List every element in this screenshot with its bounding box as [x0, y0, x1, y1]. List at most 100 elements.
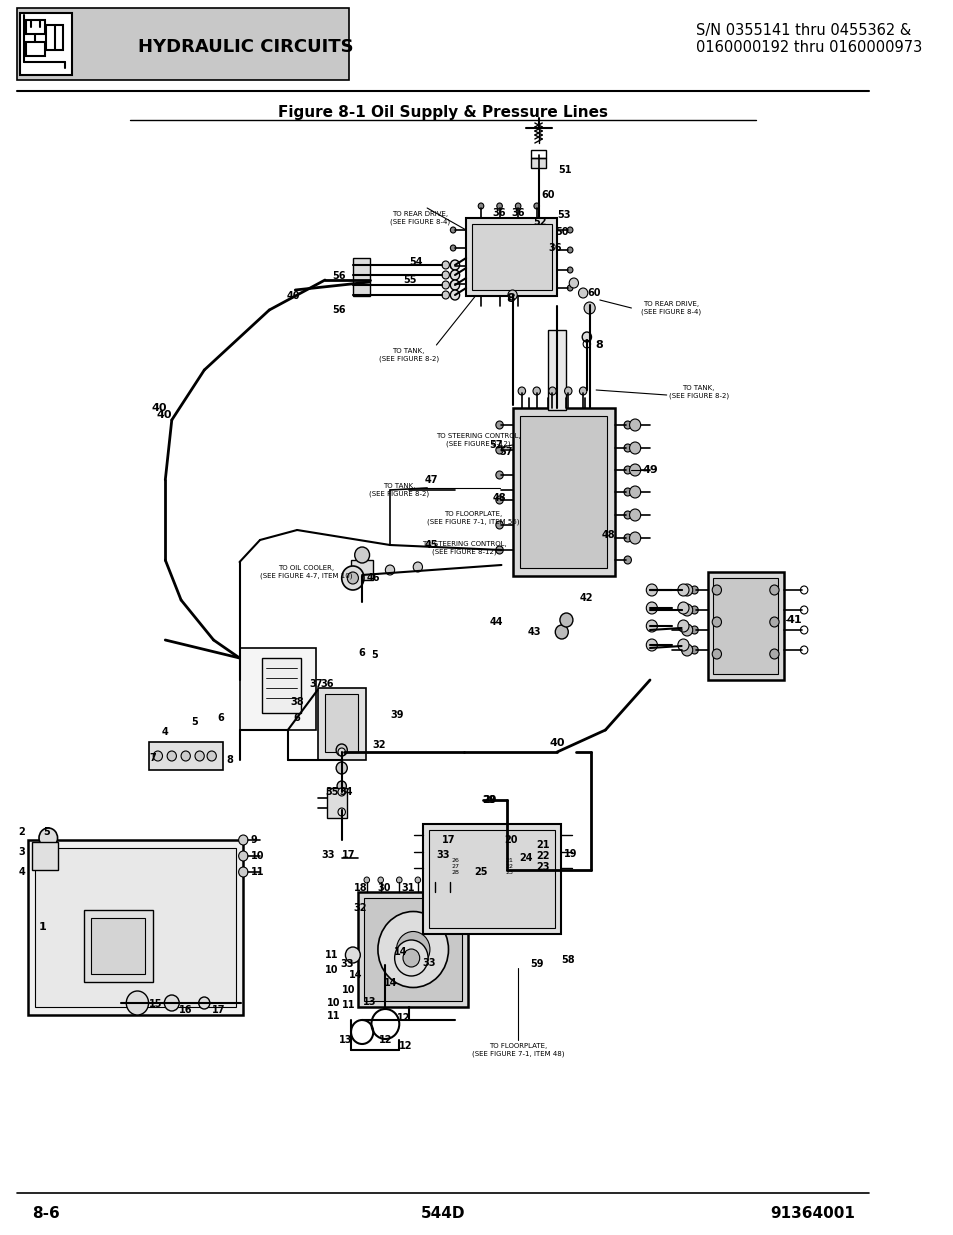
Circle shape: [407, 944, 418, 956]
Bar: [353, 258, 369, 296]
Text: HYDRAULIC CIRCUITS: HYDRAULIC CIRCUITS: [138, 38, 354, 56]
Text: 33: 33: [422, 958, 436, 968]
Text: 40: 40: [549, 739, 564, 748]
Circle shape: [41, 848, 55, 864]
Text: 47: 47: [425, 475, 438, 485]
Circle shape: [450, 290, 459, 300]
Bar: [423, 824, 560, 934]
Text: 21: 21: [536, 840, 549, 850]
Circle shape: [496, 521, 503, 529]
Text: 52: 52: [533, 217, 547, 227]
Text: 11: 11: [342, 1000, 355, 1010]
Bar: [547, 330, 566, 410]
Text: 3: 3: [18, 847, 25, 857]
Circle shape: [496, 496, 503, 504]
Circle shape: [629, 419, 640, 431]
Text: 10: 10: [327, 998, 340, 1008]
Circle shape: [181, 751, 191, 761]
Text: 34: 34: [339, 787, 353, 797]
Text: 13: 13: [339, 1035, 353, 1045]
Circle shape: [533, 387, 539, 395]
Text: 6: 6: [217, 713, 224, 722]
Circle shape: [238, 867, 248, 877]
Text: 48: 48: [600, 530, 615, 540]
Circle shape: [207, 751, 216, 761]
Bar: [317, 688, 365, 760]
Circle shape: [395, 940, 428, 976]
Text: 17: 17: [441, 835, 455, 845]
Text: 59: 59: [530, 960, 543, 969]
Text: 544D: 544D: [420, 1205, 465, 1220]
Text: 49: 49: [641, 466, 658, 475]
Text: 54: 54: [409, 257, 422, 267]
Bar: [471, 224, 551, 290]
Circle shape: [450, 227, 456, 233]
Circle shape: [712, 585, 720, 595]
Text: 6: 6: [358, 648, 365, 658]
Circle shape: [515, 203, 520, 209]
Text: 9: 9: [251, 835, 257, 845]
Circle shape: [496, 471, 503, 479]
Circle shape: [496, 546, 503, 555]
Text: 2: 2: [18, 827, 25, 837]
Text: TO STEERING CONTROL,
(SEE FIGURE 8-12): TO STEERING CONTROL, (SEE FIGURE 8-12): [436, 433, 520, 447]
Circle shape: [548, 387, 556, 395]
Text: 5: 5: [192, 718, 198, 727]
Text: 11: 11: [251, 867, 264, 877]
Circle shape: [450, 245, 456, 251]
Circle shape: [167, 751, 176, 761]
Text: 58: 58: [561, 955, 575, 965]
Circle shape: [567, 247, 573, 253]
Circle shape: [680, 624, 692, 636]
Text: 11: 11: [327, 1011, 340, 1021]
Circle shape: [623, 556, 631, 564]
Circle shape: [629, 487, 640, 498]
Text: 38: 38: [290, 697, 304, 706]
Circle shape: [629, 509, 640, 521]
Text: TO REAR DRIVE,
(SEE FIGURE 8-4): TO REAR DRIVE, (SEE FIGURE 8-4): [389, 211, 449, 225]
Text: 26
27
28: 26 27 28: [451, 858, 459, 874]
Circle shape: [629, 442, 640, 454]
Text: S/N 0355141 thru 0455362 &: S/N 0355141 thru 0455362 &: [696, 22, 911, 37]
Circle shape: [377, 877, 383, 883]
Text: 12: 12: [396, 1013, 410, 1023]
Text: 56: 56: [332, 305, 345, 315]
Circle shape: [712, 650, 720, 659]
Text: 36: 36: [548, 243, 561, 253]
Text: 40: 40: [152, 403, 167, 412]
Text: 4: 4: [18, 867, 25, 877]
Text: 29: 29: [483, 795, 497, 805]
Circle shape: [355, 547, 369, 563]
Circle shape: [567, 227, 573, 233]
Circle shape: [450, 270, 459, 280]
Text: 43: 43: [527, 627, 540, 637]
Circle shape: [555, 625, 568, 638]
Text: 32: 32: [372, 740, 385, 750]
Text: 18: 18: [354, 883, 367, 893]
Circle shape: [564, 387, 572, 395]
Circle shape: [341, 566, 364, 590]
Circle shape: [578, 387, 586, 395]
Circle shape: [337, 748, 345, 756]
Circle shape: [569, 278, 578, 288]
Bar: [466, 219, 557, 296]
Text: 30: 30: [377, 883, 391, 893]
Bar: [149, 742, 223, 769]
Bar: [327, 788, 347, 818]
Text: 56: 56: [332, 270, 345, 282]
Text: 33: 33: [321, 850, 335, 860]
Text: 8-6: 8-6: [32, 1205, 60, 1220]
Text: 19: 19: [564, 848, 578, 860]
Circle shape: [441, 261, 449, 269]
Circle shape: [450, 261, 459, 270]
Text: 22: 22: [536, 851, 549, 861]
Text: 16: 16: [179, 1005, 193, 1015]
Text: 21
22
23: 21 22 23: [505, 858, 513, 874]
Text: 4: 4: [162, 727, 169, 737]
Circle shape: [578, 288, 587, 298]
Circle shape: [567, 285, 573, 291]
Circle shape: [690, 606, 698, 614]
Circle shape: [357, 571, 366, 580]
Text: 17: 17: [212, 1005, 225, 1015]
Circle shape: [559, 613, 573, 627]
